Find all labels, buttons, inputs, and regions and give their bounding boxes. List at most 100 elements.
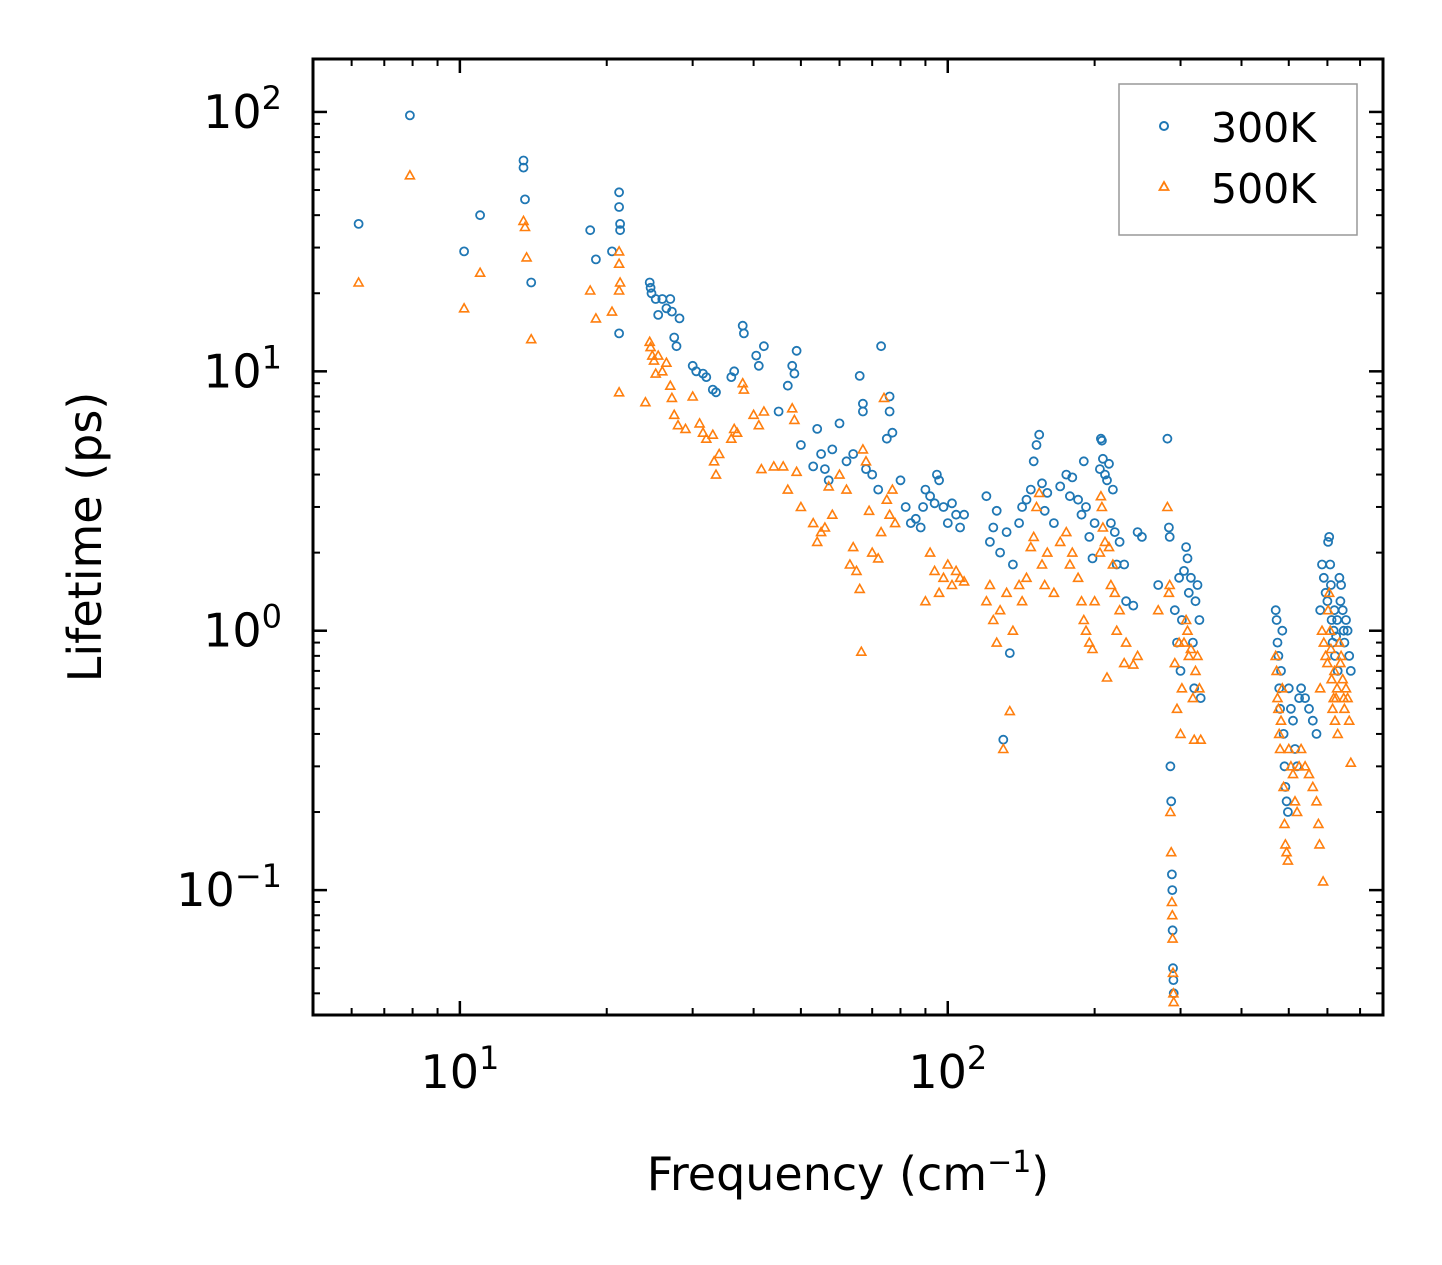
point-300k-0 (353, 218, 364, 229)
point-300k-11 (614, 187, 624, 198)
point-500k-27 (668, 408, 681, 420)
point-300k-74 (925, 491, 935, 502)
point-500k-96 (1007, 624, 1019, 636)
point-500k-156 (1185, 642, 1197, 654)
point-500k-135 (1152, 604, 1165, 615)
point-300k-65 (884, 406, 895, 417)
point-300k-121 (1104, 458, 1114, 469)
point-500k-177 (1285, 760, 1297, 771)
point-500k-102 (1030, 500, 1043, 512)
point-300k-129 (1128, 600, 1139, 611)
point-500k-78 (919, 595, 932, 606)
point-500k-79 (924, 546, 936, 557)
point-500k-77 (889, 516, 901, 528)
point-300k-132 (1153, 580, 1164, 590)
point-500k-184 (1303, 767, 1315, 779)
point-500k-12 (613, 257, 625, 269)
point-300k-96 (1025, 484, 1036, 495)
point-500k-207 (1333, 636, 1346, 647)
point-500k-103 (1033, 486, 1046, 498)
point-500k-134 (1131, 649, 1144, 661)
point-500k-182 (1295, 742, 1307, 754)
point-500k-139 (1164, 805, 1177, 817)
point-300k-52 (827, 444, 838, 455)
point-300k-77 (934, 475, 944, 486)
point-500k-18 (644, 340, 657, 352)
point-300k-128 (1121, 596, 1131, 607)
point-500k-141 (1166, 895, 1178, 907)
point-500k-26 (666, 391, 678, 403)
point-300k-153 (1186, 572, 1196, 583)
point-300k-46 (796, 440, 806, 450)
point-500k-179 (1289, 795, 1301, 806)
point-500k-89 (984, 578, 996, 590)
point-500k-169 (1275, 714, 1287, 726)
point-500k-69 (863, 504, 875, 516)
point-300k-161 (1271, 615, 1282, 625)
point-300k-183 (1311, 729, 1322, 739)
point-500k-94 (1000, 586, 1013, 598)
point-300k-159 (1195, 693, 1206, 703)
point-300k-118 (1098, 453, 1108, 464)
point-300k-179 (1296, 683, 1306, 694)
point-500k-3 (474, 266, 486, 278)
point-300k-109 (1076, 509, 1087, 520)
point-500k-128 (1108, 586, 1121, 598)
point-300k-185 (1317, 559, 1327, 570)
point-300k-107 (1067, 472, 1078, 483)
point-300k-54 (841, 456, 852, 467)
legend: 300K 500K (1118, 83, 1358, 236)
point-300k-86 (988, 522, 999, 533)
point-300k-190 (1324, 532, 1335, 542)
point-300k-95 (1021, 494, 1032, 505)
legend-label-500k: 500K (1211, 165, 1317, 213)
point-300k-147 (1175, 666, 1186, 676)
point-500k-209 (1335, 649, 1347, 661)
point-500k-57 (819, 521, 831, 532)
point-500k-41 (736, 377, 749, 388)
point-500k-138 (1163, 578, 1176, 590)
point-500k-150 (1174, 727, 1187, 739)
plot-frame (311, 57, 1385, 1017)
point-300k-35 (729, 366, 740, 377)
point-500k-65 (853, 582, 866, 594)
point-300k-115 (1095, 464, 1105, 475)
point-300k-139 (1167, 885, 1178, 895)
point-500k-180 (1291, 805, 1303, 817)
point-300k-192 (1326, 580, 1336, 590)
legend-box (1118, 83, 1358, 236)
point-500k-93 (997, 742, 1010, 754)
point-300k-182 (1307, 715, 1318, 726)
point-500k-123 (1099, 535, 1111, 547)
point-300k-150 (1181, 542, 1191, 552)
point-500k-121 (1096, 500, 1108, 512)
point-300k-199 (1332, 615, 1342, 625)
point-500k-133 (1127, 658, 1140, 669)
point-500k-4 (517, 214, 530, 226)
point-500k-172 (1278, 817, 1291, 829)
tick-labels: 101 102 10−1 100 101 102 (176, 79, 987, 1099)
point-500k-193 (1319, 649, 1332, 661)
point-500k-86 (954, 571, 966, 583)
point-500k-166 (1272, 702, 1285, 714)
point-500k-160 (1191, 649, 1204, 661)
point-500k-161 (1193, 682, 1206, 693)
point-500k-31 (693, 417, 706, 428)
point-300k-104 (1055, 481, 1066, 492)
point-500k-216 (1344, 756, 1357, 768)
point-300k-1 (404, 110, 415, 121)
point-500k-22 (652, 349, 665, 360)
point-300k-2 (459, 246, 470, 257)
point-300k-58 (858, 406, 868, 417)
point-300k-97 (1028, 456, 1039, 467)
point-500k-85 (950, 564, 962, 576)
point-300k-149 (1179, 566, 1189, 576)
point-500k-108 (1054, 535, 1067, 547)
point-300k-184 (1315, 605, 1326, 616)
point-500k-124 (1101, 671, 1113, 682)
point-500k-100 (1024, 540, 1037, 552)
point-300k-15 (614, 328, 624, 339)
point-500k-34 (706, 428, 719, 440)
point-300k-188 (1322, 596, 1333, 607)
